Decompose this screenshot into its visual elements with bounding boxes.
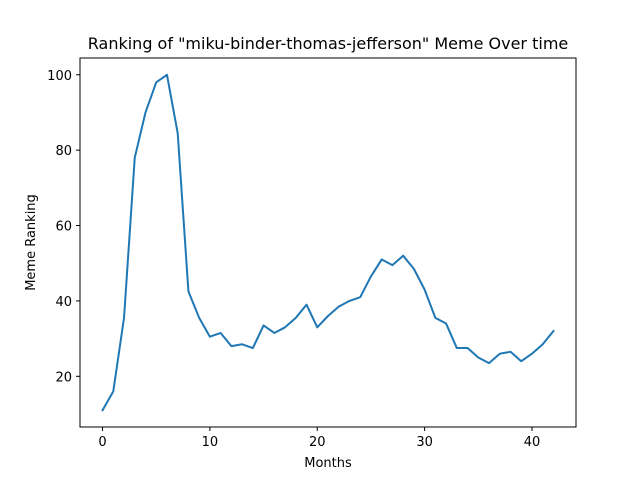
x-tick-label: 30: [416, 435, 433, 450]
x-tick-label: 20: [309, 435, 326, 450]
y-tick-label: 20: [55, 370, 72, 385]
plot-area: [101, 73, 555, 412]
y-tick-label: 80: [55, 144, 72, 159]
x-axis: 0 10 20 30 40: [98, 427, 540, 450]
y-axis: 20 40 60 80 100: [47, 69, 80, 385]
x-axis-label: Months: [304, 456, 352, 471]
x-tick-label: 0: [98, 435, 106, 450]
y-tick-label: 60: [55, 220, 72, 235]
y-tick-label: 100: [47, 69, 72, 84]
x-tick-label: 10: [202, 435, 219, 450]
x-tick-label: 40: [524, 435, 541, 450]
chart-title: Ranking of "miku-binder-thomas-jefferson…: [88, 34, 569, 53]
y-axis-label: Meme Ranking: [24, 194, 39, 291]
y-tick-label: 40: [55, 295, 72, 310]
series-line-ranking: [101, 73, 555, 412]
plot-frame: [79, 57, 577, 428]
